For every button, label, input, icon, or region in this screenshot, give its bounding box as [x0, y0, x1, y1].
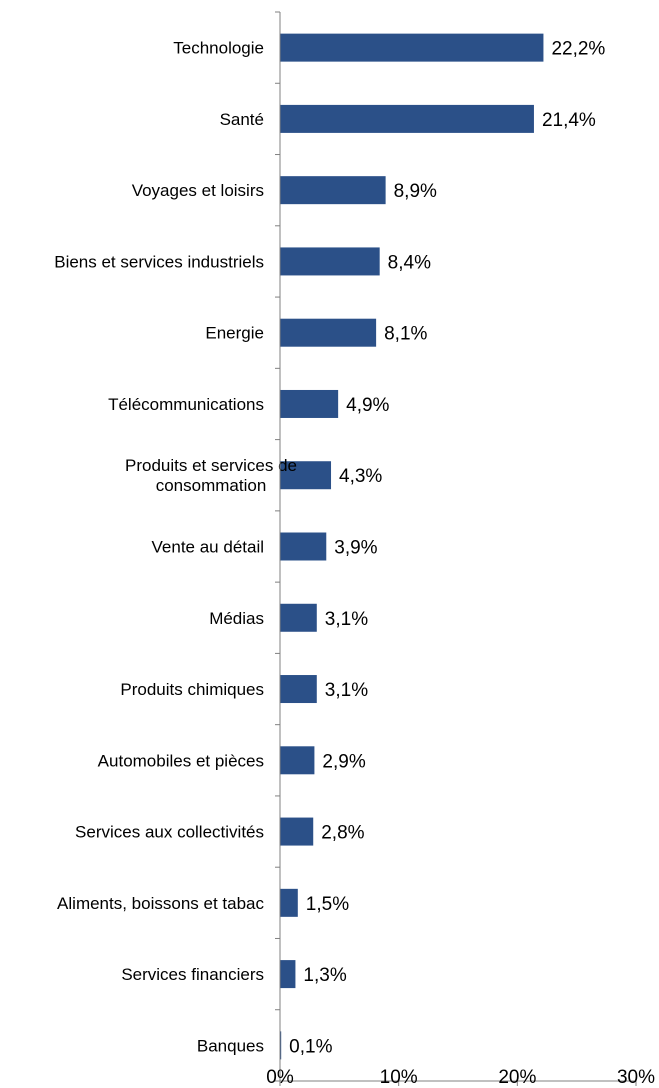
- category-label-6: Télécommunications: [108, 395, 264, 414]
- category-label-4: Biens et services industriels: [54, 252, 264, 271]
- value-label-1: 22,2%: [551, 39, 605, 60]
- x-tick-label: 10%: [380, 1067, 418, 1088]
- category-label-line: Services financiers: [121, 965, 264, 984]
- bar-6: [280, 389, 339, 418]
- category-label-line: Médias: [209, 609, 264, 628]
- category-label-15: Banques: [197, 1036, 264, 1055]
- value-label-2: 21,4%: [542, 110, 596, 131]
- bar-4: [280, 247, 380, 276]
- category-label-line: Technologie: [173, 39, 264, 58]
- category-label-line: Automobiles et pièces: [98, 751, 264, 770]
- category-label-line: Biens et services industriels: [54, 252, 264, 271]
- value-label-12: 2,8%: [321, 823, 364, 844]
- category-label-10: Produits chimiques: [120, 680, 264, 699]
- category-label-7: Produits et services de consommation: [125, 456, 297, 495]
- value-label-11: 2,9%: [322, 751, 365, 772]
- bars-group: [280, 33, 544, 1060]
- category-label-11: Automobiles et pièces: [98, 751, 264, 770]
- bar-7: [280, 461, 332, 490]
- bar-14: [280, 960, 296, 989]
- category-label-14: Services financiers: [121, 965, 264, 984]
- x-tick-label: 30%: [617, 1067, 655, 1088]
- category-label-3: Voyages et loisirs: [132, 181, 264, 200]
- category-label-line: Services aux collectivités: [75, 823, 264, 842]
- bar-9: [280, 603, 317, 632]
- category-label-2: Santé: [220, 110, 264, 129]
- bar-10: [280, 675, 317, 704]
- category-label-line: Aliments, boissons et tabac: [57, 894, 264, 913]
- category-label-line: Télécommunications: [108, 395, 264, 414]
- value-label-4: 8,4%: [388, 252, 431, 273]
- category-label-5: Energie: [205, 324, 264, 343]
- value-label-3: 8,9%: [394, 181, 437, 202]
- bar-8: [280, 532, 327, 561]
- bar-15: [280, 1031, 282, 1060]
- value-label-6: 4,9%: [346, 395, 389, 416]
- bar-11: [280, 746, 315, 775]
- bar-2: [280, 104, 534, 133]
- category-label-8: Vente au détail: [152, 538, 264, 557]
- category-label-line: Produits et services de: [125, 456, 297, 475]
- bar-1: [280, 33, 544, 62]
- category-label-12: Services aux collectivités: [75, 823, 264, 842]
- value-label-14: 1,3%: [303, 965, 346, 986]
- bar-3: [280, 176, 386, 205]
- bar-5: [280, 318, 377, 347]
- x-tick-label: 0%: [266, 1067, 294, 1088]
- category-label-line: Santé: [220, 110, 264, 129]
- value-label-5: 8,1%: [384, 324, 427, 345]
- bar-12: [280, 817, 314, 846]
- category-labels-group: Technologie Santé Voyages et loisirs Biens …: [54, 39, 297, 1056]
- value-label-10: 3,1%: [325, 680, 368, 701]
- category-label-13: Aliments, boissons et tabac: [57, 894, 264, 913]
- axes-group: 0% 10% 20% 30%: [266, 11, 655, 1088]
- category-label-line: Voyages et loisirs: [132, 181, 264, 200]
- category-label-line: Banques: [197, 1036, 264, 1055]
- x-tick-label: 20%: [498, 1067, 536, 1088]
- bar-13: [280, 888, 298, 917]
- value-label-8: 3,9%: [334, 538, 377, 559]
- category-label-1: Technologie: [173, 39, 264, 58]
- category-label-9: Médias: [209, 609, 264, 628]
- category-label-line: Produits chimiques: [120, 680, 264, 699]
- value-label-15: 0,1%: [289, 1036, 332, 1057]
- value-label-7: 4,3%: [339, 466, 382, 487]
- category-label-line: Vente au détail: [152, 538, 264, 557]
- category-label-line: Energie: [205, 324, 264, 343]
- value-labels-group: 22,2% 21,4% 8,9% 8,4% 8,1% 4,9% 4,3% 3,9% 3,1% 3,…: [289, 39, 605, 1058]
- category-label-line: consommation: [156, 476, 267, 495]
- value-label-9: 3,1%: [325, 609, 368, 630]
- value-label-13: 1,5%: [306, 894, 349, 915]
